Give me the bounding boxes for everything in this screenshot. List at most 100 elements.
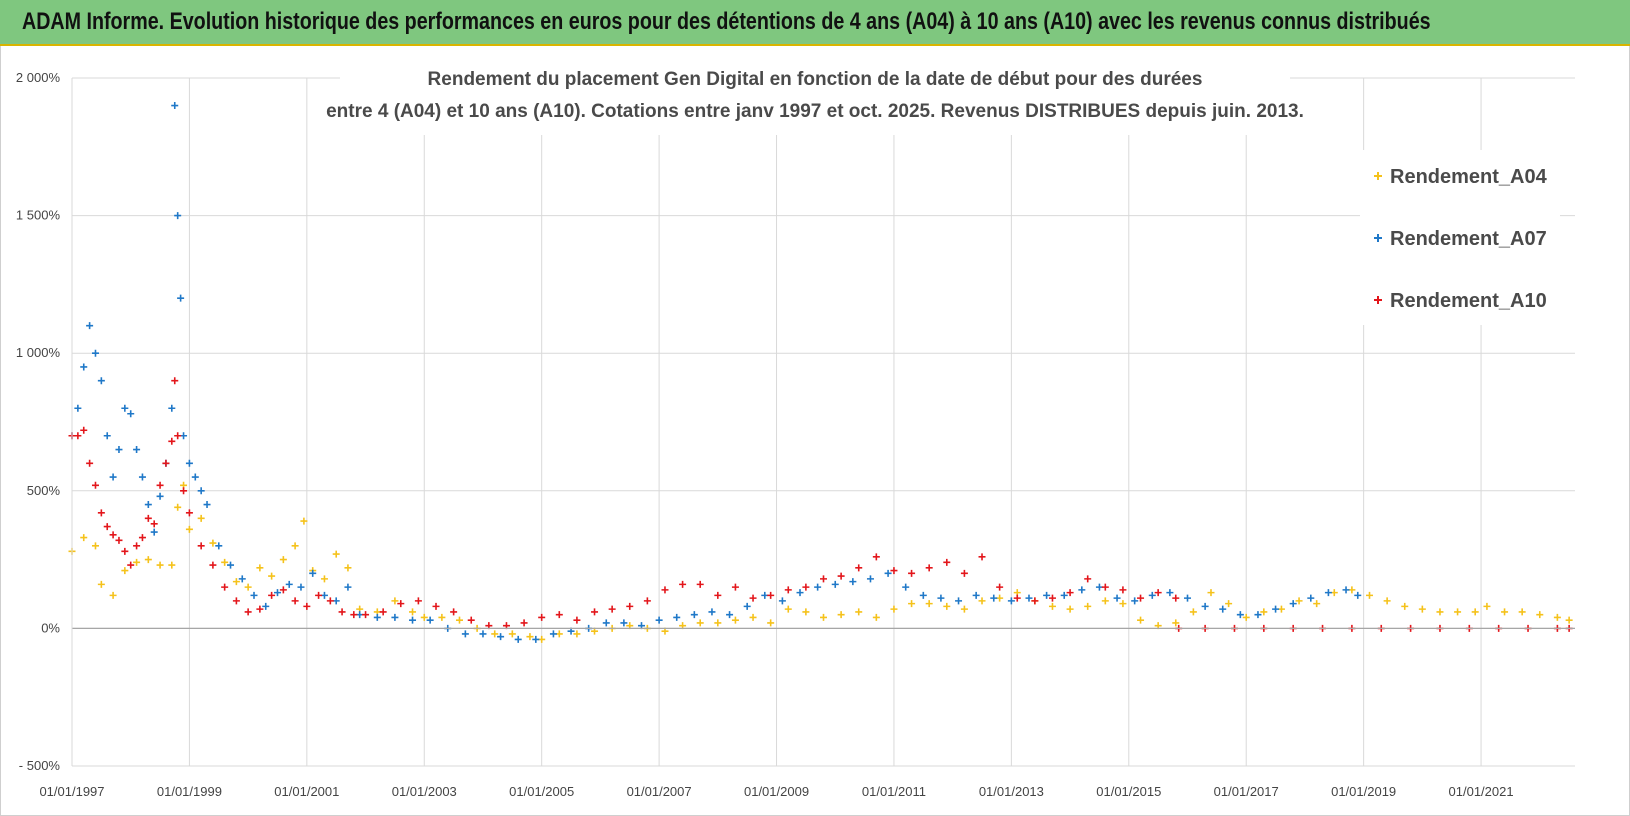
data-point (1225, 600, 1233, 608)
data-point (156, 481, 164, 489)
data-point (197, 514, 205, 522)
data-point (185, 509, 193, 517)
data-point (714, 619, 722, 627)
data-point (209, 539, 217, 547)
legend-marker-icon (1374, 296, 1382, 304)
data-point (121, 547, 129, 555)
x-tick-label: 01/01/2013 (979, 784, 1044, 799)
data-point (943, 602, 951, 610)
data-point (796, 589, 804, 597)
data-point (937, 594, 945, 602)
data-point (409, 608, 417, 616)
data-point (156, 492, 164, 500)
data-point (279, 556, 287, 564)
data-point (1272, 605, 1280, 613)
data-point (532, 635, 540, 643)
data-point (508, 630, 516, 638)
data-point (291, 597, 299, 605)
data-point (1048, 602, 1056, 610)
x-tick-label: 01/01/2011 (862, 784, 926, 799)
x-tick-label: 01/01/2003 (392, 784, 457, 799)
data-point (115, 446, 123, 454)
legend-label: Rendement_A10 (1390, 290, 1547, 312)
x-tick-label: 01/01/2005 (509, 784, 574, 799)
data-point (171, 377, 179, 385)
data-point (1154, 589, 1162, 597)
data-point (221, 558, 229, 566)
legend-label: Rendement_A04 (1390, 166, 1548, 188)
data-point (996, 594, 1004, 602)
data-point (162, 459, 170, 467)
data-point (1113, 594, 1121, 602)
axis-layer: 2 000% 1 500% 1 000% 500% 0% - 500% 01/01/1997… (16, 70, 1575, 799)
data-point (180, 432, 188, 440)
data-point (1189, 608, 1197, 616)
data-point (491, 630, 499, 638)
data-point (320, 591, 328, 599)
data-point (555, 630, 563, 638)
data-point (620, 619, 628, 627)
data-point (749, 594, 757, 602)
data-point (97, 580, 105, 588)
series-Rendement_A10 (68, 377, 1573, 632)
data-point (814, 583, 822, 591)
data-point (1013, 594, 1021, 602)
data-point (174, 503, 182, 511)
data-point (174, 212, 182, 220)
data-point (320, 575, 328, 583)
data-point (802, 608, 810, 616)
data-point (1219, 605, 1227, 613)
data-point (1031, 597, 1039, 605)
data-point (549, 630, 557, 638)
data-point (1184, 594, 1192, 602)
data-point (761, 591, 769, 599)
data-point (455, 616, 463, 624)
data-point (1201, 602, 1209, 610)
data-point (344, 583, 352, 591)
data-point (115, 536, 123, 544)
data-point (409, 616, 417, 624)
data-point (514, 635, 522, 643)
data-point (250, 591, 258, 599)
data-point (1236, 611, 1244, 619)
data-point (1289, 600, 1297, 608)
data-point (438, 613, 446, 621)
data-point (168, 561, 176, 569)
data-point (309, 569, 317, 577)
data-point (1172, 594, 1180, 602)
data-point (855, 564, 863, 572)
data-point (837, 572, 845, 580)
data-point (1313, 600, 1321, 608)
data-point (273, 589, 281, 597)
data-point (673, 613, 681, 621)
data-point (1084, 575, 1092, 583)
data-point (731, 583, 739, 591)
data-point (1254, 611, 1262, 619)
data-point (955, 597, 963, 605)
data-point (1260, 608, 1268, 616)
data-point (626, 602, 634, 610)
legend-marker-icon (1374, 172, 1382, 180)
data-point (171, 102, 179, 110)
data-point (244, 583, 252, 591)
data-point (391, 613, 399, 621)
data-point (573, 630, 581, 638)
data-point (1066, 589, 1074, 597)
data-point (1348, 586, 1356, 594)
x-tick-label: 01/01/1997 (39, 784, 104, 799)
data-point (315, 591, 323, 599)
data-point (127, 561, 135, 569)
data-point (373, 613, 381, 621)
data-point (168, 437, 176, 445)
data-point (497, 633, 505, 641)
data-point (103, 523, 111, 531)
data-point (362, 611, 370, 619)
legend-marker-icon (1374, 234, 1382, 242)
data-point (1148, 591, 1156, 599)
data-point (177, 294, 185, 302)
data-point (144, 514, 152, 522)
data-point (538, 635, 546, 643)
x-tick-label: 01/01/2019 (1331, 784, 1396, 799)
data-point (1536, 611, 1544, 619)
data-point (1172, 619, 1180, 627)
